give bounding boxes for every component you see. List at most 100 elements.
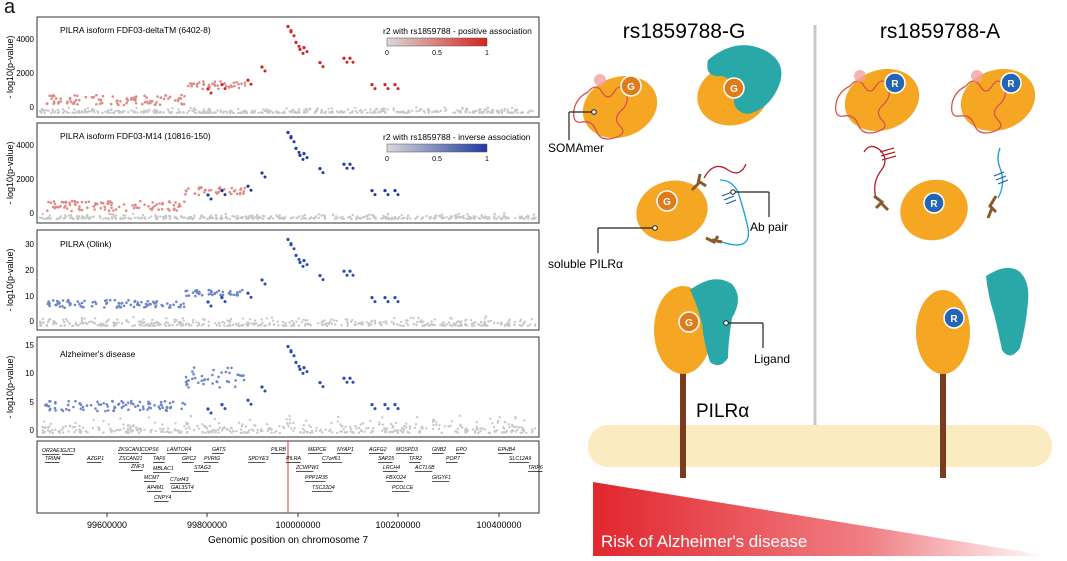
- scatter-point: [51, 299, 55, 302]
- scatter-point: [45, 102, 49, 105]
- scatter-point: [390, 320, 393, 324]
- scatter-point: [175, 209, 178, 212]
- scatter-point: [182, 102, 186, 106]
- scatter-point: [413, 426, 417, 430]
- y-tick: 10: [25, 292, 34, 301]
- scatter-point: [492, 426, 496, 429]
- scatter-point: [263, 389, 267, 393]
- scatter-point: [156, 217, 159, 221]
- scatter-point: [143, 100, 147, 104]
- scatter-point: [223, 87, 227, 91]
- scatter-point: [391, 426, 394, 429]
- scatter-point: [74, 98, 78, 102]
- free-ligand: [986, 267, 1029, 356]
- scatter-point: [125, 97, 129, 101]
- scatter-point: [420, 321, 423, 324]
- scatter-point: [321, 65, 325, 69]
- scatter-point: [133, 216, 137, 220]
- scatter-point: [288, 321, 291, 324]
- scatter-point: [430, 320, 433, 323]
- scatter-point: [115, 214, 118, 217]
- scatter-point: [244, 109, 248, 113]
- scatter-point: [74, 421, 77, 425]
- scatter-point: [48, 94, 51, 98]
- scatter-point: [298, 110, 301, 114]
- gene-label: PILRB: [271, 447, 287, 453]
- scatter-point: [179, 303, 183, 307]
- scatter-point: [185, 294, 188, 298]
- scatter-point: [134, 97, 137, 101]
- scatter-point: [289, 30, 293, 34]
- scatter-point: [249, 295, 253, 299]
- scatter-point: [398, 111, 402, 114]
- scatter-point: [74, 399, 77, 403]
- scatter-point: [526, 217, 530, 220]
- scatter-point: [184, 427, 188, 430]
- scatter-point: [301, 371, 305, 375]
- scatter-point: [286, 130, 290, 135]
- scatter-point: [64, 204, 67, 208]
- scatter-point: [273, 431, 276, 434]
- scatter-point: [193, 192, 197, 195]
- scatter-point: [143, 217, 147, 220]
- scatter-point: [351, 109, 354, 113]
- scatter-point: [74, 111, 77, 114]
- scatter-point: [250, 322, 253, 325]
- scatter-point: [193, 376, 197, 380]
- scatter-point: [376, 108, 379, 111]
- scatter-point: [251, 109, 254, 113]
- scatter-points: [41, 344, 537, 435]
- scatter-point: [298, 47, 302, 52]
- scatter-point: [186, 383, 189, 386]
- scatter-point: [459, 424, 462, 428]
- scatter-point: [73, 108, 76, 111]
- scatter-point: [292, 247, 296, 251]
- scatter-point: [349, 320, 353, 323]
- scatter-point: [78, 428, 82, 432]
- scatter-point: [135, 303, 139, 306]
- scatter-point: [339, 423, 342, 426]
- scatter-point: [290, 319, 294, 323]
- scatter-point: [298, 260, 302, 264]
- scatter-point: [62, 217, 65, 220]
- scatter-point: [207, 320, 210, 323]
- scatter-point: [299, 431, 302, 434]
- scatter-point: [349, 425, 352, 429]
- scatter-point: [220, 189, 224, 193]
- gene-label: NYAP1: [337, 447, 354, 453]
- scatter-point: [228, 191, 231, 194]
- scatter-point: [168, 406, 172, 410]
- scatter-point: [306, 430, 309, 434]
- scatter-point: [412, 322, 415, 326]
- scatter-point: [291, 216, 295, 219]
- scatter-point: [202, 108, 206, 111]
- scatter-point: [44, 109, 47, 112]
- scatter-point: [465, 217, 468, 220]
- allele-r-label: R: [1007, 79, 1015, 90]
- scatter-point: [246, 398, 250, 402]
- scatter-point: [346, 318, 349, 321]
- scatter-point: [278, 431, 281, 435]
- scatter-point: [462, 214, 465, 217]
- scatter-point: [181, 317, 185, 320]
- scatter-point: [303, 429, 306, 432]
- x-tick: 100000000: [275, 520, 320, 530]
- gene-label: TRIP6: [528, 465, 543, 471]
- scatter-point: [471, 324, 474, 328]
- scatter-point: [392, 107, 395, 110]
- scatter-point: [244, 425, 248, 428]
- scatter-point: [172, 208, 176, 211]
- scatter-point: [168, 306, 172, 309]
- scatter-point: [298, 367, 302, 371]
- scatter-point: [48, 430, 52, 433]
- scatter-point: [80, 200, 84, 204]
- scatter-point: [62, 200, 65, 204]
- scatter-point: [389, 422, 393, 426]
- scatter-point: [134, 405, 137, 409]
- scatter-point: [271, 217, 275, 220]
- scatter-point: [131, 204, 134, 207]
- scatter-point: [216, 109, 219, 112]
- scatter-point: [406, 324, 410, 327]
- scatter-point: [111, 95, 115, 98]
- scatter-point: [202, 382, 205, 386]
